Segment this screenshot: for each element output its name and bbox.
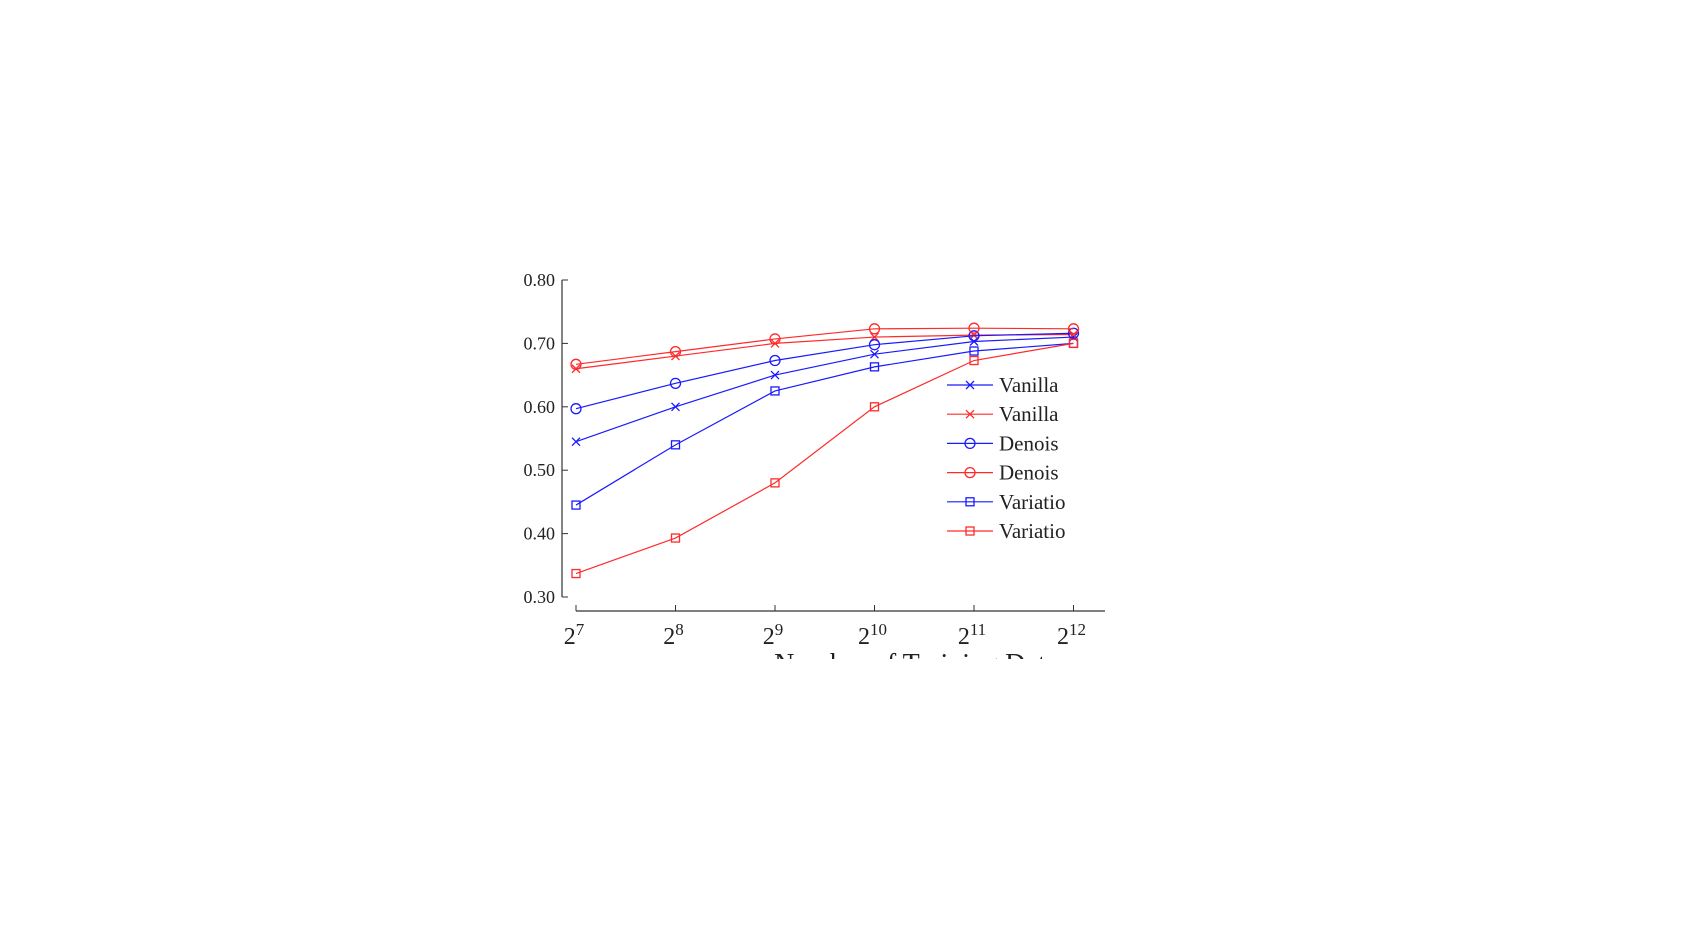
legend-entry: Denois: [947, 431, 1059, 455]
legend-marker: [965, 409, 975, 419]
data-point: [571, 568, 581, 579]
x-tick-label: 211: [958, 620, 986, 650]
x-tick-label: 28: [663, 620, 684, 650]
legend-entry: Variatio: [947, 490, 1065, 514]
legend-label: Denois: [999, 431, 1059, 455]
y-ticks: 0.30 0.40 0.50 0.60 0.70 0.80: [524, 270, 568, 607]
data-point: [969, 337, 979, 346]
data-point: [968, 330, 980, 342]
legend-marker: [964, 437, 976, 450]
data-point: [570, 403, 582, 415]
axes: [561, 280, 1105, 612]
series-line: [575, 333, 1074, 370]
data-point: [869, 362, 880, 372]
legend: Vanilla Vanilla Denois Denois Variatio Variat…: [947, 373, 1065, 543]
series-line: [575, 336, 1074, 443]
legend-entry: Denois: [947, 461, 1059, 485]
data-point: [670, 533, 681, 543]
data-point: [770, 370, 780, 380]
series-6: [571, 338, 1079, 579]
line-chart: 0.30 0.40 0.50 0.60 0.70 0.80 27 28 29 210 211 212…: [524, 270, 1105, 659]
legend-label: Vanilla: [999, 402, 1059, 426]
data-point: [769, 354, 781, 367]
legend-label: Vanilla: [999, 373, 1059, 397]
legend-label: Variatio: [999, 490, 1065, 514]
legend-entry: Variatio: [947, 519, 1065, 543]
legend-entry: Vanilla: [947, 373, 1059, 397]
data-point: [671, 402, 680, 412]
legend-marker: [965, 526, 975, 536]
y-tick-label: 0.30: [524, 587, 556, 607]
legend-marker: [964, 466, 976, 479]
data-point: [968, 322, 980, 334]
x-tick-label: 212: [1057, 620, 1086, 650]
series-5: [571, 338, 1079, 510]
series-3: [570, 327, 1080, 415]
data-point: [669, 377, 682, 389]
data-point: [769, 333, 781, 345]
data-point: [969, 346, 979, 356]
series-line: [575, 332, 1074, 410]
data-point: [669, 345, 682, 358]
data-point: [571, 437, 581, 447]
series-2: [571, 330, 1078, 374]
series-line: [575, 342, 1074, 506]
data-point: [870, 349, 879, 359]
legend-marker: [965, 497, 975, 507]
data-point: [770, 386, 780, 396]
x-tick-label: 210: [858, 620, 887, 650]
data-point: [868, 323, 881, 335]
data-point: [670, 440, 681, 450]
data-point: [869, 402, 880, 412]
y-tick-label: 0.70: [524, 333, 556, 353]
y-tick-label: 0.60: [524, 397, 556, 417]
legend-marker: [965, 380, 975, 390]
series-line: [575, 342, 1074, 575]
x-tick-label: 27: [564, 620, 585, 650]
data-point: [1068, 338, 1079, 349]
series-layer: [570, 322, 1080, 579]
data-point: [1067, 323, 1080, 335]
y-tick-label: 0.50: [524, 460, 556, 480]
legend-label: Variatio: [999, 519, 1065, 543]
x-axis-label: Number of Training Data: [774, 649, 1058, 659]
y-tick-label: 0.80: [524, 270, 556, 290]
legend-entry: Vanilla: [947, 402, 1059, 426]
chart-viewport: 0.30 0.40 0.50 0.60 0.70 0.80 27 28 29 210 211 212…: [500, 265, 1105, 659]
legend-label: Denois: [999, 461, 1059, 485]
data-point: [570, 358, 582, 370]
y-tick-label: 0.40: [524, 524, 556, 544]
data-point: [969, 355, 979, 366]
series-line: [575, 327, 1074, 365]
data-point: [571, 500, 581, 510]
data-point: [770, 478, 780, 488]
data-point: [868, 339, 881, 351]
series-4: [570, 322, 1080, 370]
x-ticks: 27 28 29 210 211 212: [564, 605, 1086, 650]
x-tick-label: 29: [763, 620, 784, 650]
